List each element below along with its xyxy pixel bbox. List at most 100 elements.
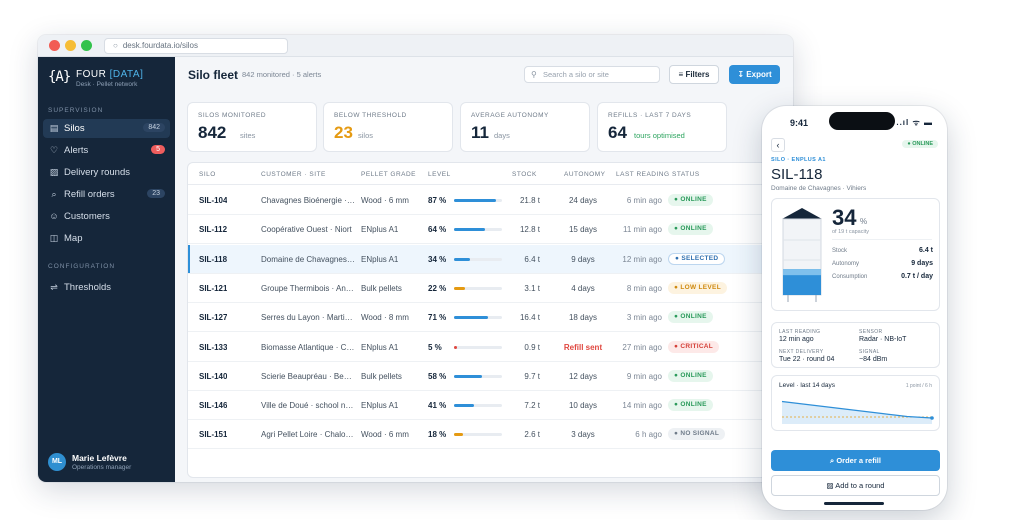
- sidebar-item-silos[interactable]: ▤ Silos 842: [43, 119, 170, 138]
- level-percent: 64 %: [428, 225, 447, 235]
- sensor-value: Radar · NB-IoT: [859, 336, 907, 343]
- table-row[interactable]: SIL-104 Chavagnes Bioénergie · Les Mauges…: [188, 186, 780, 215]
- level-bar: [454, 404, 502, 408]
- section-label-supervision: SUPERVISION: [48, 107, 104, 114]
- table-row[interactable]: SIL-133 Biomasse Atlantique · Cholet ENplu…: [188, 333, 780, 362]
- column-header-stock[interactable]: STOCK: [512, 171, 537, 178]
- back-button[interactable]: ‹: [771, 138, 785, 152]
- stock: 16.4 t: [519, 313, 540, 323]
- sidebar-item-map[interactable]: ◫ Map: [49, 233, 83, 244]
- customer-site: Coopérative Ouest · Niort: [261, 225, 352, 235]
- table-row[interactable]: SIL-151 Agri Pellet Loire · Chalonnes Wood…: [188, 420, 780, 450]
- level-trend-chart: [781, 400, 934, 424]
- last-reading: 6 min ago: [626, 196, 662, 205]
- stat-label-consumption: Consumption: [832, 274, 868, 280]
- table-row[interactable]: SIL-118 Domaine de Chavagnes · Vihiers ENp…: [188, 244, 780, 274]
- pellet-grade: Wood · 6 mm: [361, 196, 409, 205]
- sidebar-item-alerts[interactable]: ♡ Alerts 5: [43, 141, 170, 160]
- sidebar: {A} FOUR [DATA] Desk · Pellet network SU…: [38, 57, 175, 482]
- status-badge: ● NO SIGNAL: [668, 428, 726, 441]
- divider: [832, 239, 932, 240]
- brand-logo: {A}: [48, 69, 71, 85]
- truck-icon: ▨: [826, 481, 834, 490]
- sidebar-item-delivery-rounds[interactable]: ▨ Delivery rounds: [49, 167, 130, 178]
- autonomy: 12 days: [568, 371, 598, 381]
- table-row[interactable]: SIL-127 Serres du Layon · Martigné Wood · …: [188, 303, 780, 333]
- silos-count-badge: 842: [143, 123, 165, 132]
- users-icon: ☺: [49, 211, 59, 221]
- silo-table: SILO CUSTOMER · SITE PELLET GRADE LEVEL …: [187, 162, 781, 478]
- last-reading-value: 12 min ago: [779, 336, 814, 343]
- stat-value-autonomy: 9 days: [911, 260, 933, 267]
- maximize-window-button[interactable]: [81, 40, 92, 51]
- mobile-phone-view: 9:41 ..ıl ᯤ ▬ ‹ ● ONLINE SILO · ENPLUS A…: [762, 106, 947, 510]
- url-text: desk.fourdata.io/silos: [122, 41, 198, 50]
- close-window-button[interactable]: [49, 40, 60, 51]
- level-percent: 34: [832, 205, 857, 230]
- customer-site: Domaine de Chavagnes · Vihiers: [261, 254, 356, 264]
- table-row[interactable]: SIL-140 Scierie Beaupréau · Beaupréau Bulk…: [188, 362, 780, 391]
- url-bar[interactable]: ○ desk.fourdata.io/silos: [104, 38, 288, 54]
- stock: 9.7 t: [524, 371, 540, 381]
- minimize-window-button[interactable]: [65, 40, 76, 51]
- section-label-configuration: CONFIGURATION: [48, 263, 116, 270]
- stock: 6.4 t: [524, 254, 540, 264]
- sidebar-item-refill-orders[interactable]: ⌕ Refill orders 23: [43, 185, 170, 204]
- level-bar-fill: [454, 316, 488, 320]
- table-row[interactable]: SIL-112 Coopérative Ouest · Niort ENplus A…: [188, 215, 780, 245]
- kpi-card-silos-monitored: SILOS MONITORED 842 sites: [187, 102, 317, 152]
- status-badge: ● ONLINE: [668, 369, 713, 382]
- silo-id: SIL-118: [199, 254, 228, 264]
- pellet-grade: ENplus A1: [361, 254, 399, 264]
- filters-button[interactable]: ≡ Filters: [669, 65, 719, 84]
- silo-id: SIL-127: [199, 313, 228, 323]
- column-header-last-reading[interactable]: LAST READING: [616, 171, 670, 178]
- truck-icon: ▨: [49, 167, 59, 177]
- alerts-count-badge: 5: [151, 145, 165, 154]
- level-bar-fill: [454, 433, 463, 437]
- column-header-level[interactable]: LEVEL: [428, 171, 451, 178]
- pellet-grade: ENplus A1: [361, 225, 399, 235]
- add-to-round-button[interactable]: ▨ Add to a round: [771, 475, 940, 496]
- sidebar-item-customers[interactable]: ☺ Customers: [49, 211, 110, 222]
- status-badge: ● ONLINE: [668, 399, 713, 412]
- status-badge: ● CRITICAL: [668, 340, 720, 353]
- column-header-silo[interactable]: SILO: [199, 171, 216, 178]
- customer-site: Chavagnes Bioénergie · Les Mauges: [261, 196, 356, 205]
- refill-orders-count-badge: 23: [147, 189, 165, 198]
- column-header-autonomy[interactable]: AUTONOMY: [564, 171, 606, 178]
- column-header-status[interactable]: STATUS: [672, 171, 700, 178]
- autonomy: Refill sent: [563, 342, 603, 352]
- silo-subtitle: Domaine de Chavagnes · Vihiers: [771, 185, 867, 192]
- silo-title: SIL-118: [771, 166, 823, 183]
- page-title: Silo fleet: [188, 68, 239, 82]
- next-delivery-label: NEXT DELIVERY: [779, 349, 824, 355]
- level-bar: [454, 316, 502, 320]
- last-reading: 3 min ago: [626, 313, 662, 323]
- level-percent: 58 %: [428, 371, 447, 381]
- export-button[interactable]: ↧ Export: [729, 65, 780, 84]
- customer-site: Agri Pellet Loire · Chalonnes: [261, 430, 356, 440]
- silo-id: SIL-133: [199, 342, 228, 352]
- trend-current-point: [930, 416, 934, 420]
- capacity-label: of 19 t capacity: [832, 229, 869, 235]
- trend-area: [782, 401, 932, 424]
- autonomy: 24 days: [568, 196, 598, 205]
- column-header-customer-site[interactable]: CUSTOMER · SITE: [261, 171, 326, 178]
- browser-titlebar: ○ desk.fourdata.io/silos: [38, 35, 793, 57]
- search-input[interactable]: ⚲ Search a silo or site: [524, 66, 660, 83]
- user-profile[interactable]: ML Marie Lefèvre Operations manager: [48, 452, 173, 474]
- silo-fill-surface: [783, 269, 821, 276]
- column-header-pellet-grade[interactable]: PELLET GRADE: [361, 171, 417, 178]
- last-reading: 12 min ago: [622, 254, 662, 264]
- sidebar-item-thresholds[interactable]: ⇌ Thresholds: [50, 282, 111, 293]
- brand-name: FOUR [DATA]: [76, 69, 144, 80]
- kpi-value: 64: [608, 123, 627, 142]
- level-bar: [454, 257, 502, 261]
- table-row[interactable]: SIL-121 Groupe Thermibois · Angers Bulk pe…: [188, 274, 780, 303]
- silo-illustration: [782, 208, 822, 302]
- level-bar-fill: [454, 404, 474, 408]
- order-refill-button[interactable]: ⌕ Order a refill: [771, 450, 940, 471]
- customer-site: Biomasse Atlantique · Cholet: [261, 342, 356, 352]
- table-row[interactable]: SIL-146 Ville de Doué · school network ENp…: [188, 391, 780, 421]
